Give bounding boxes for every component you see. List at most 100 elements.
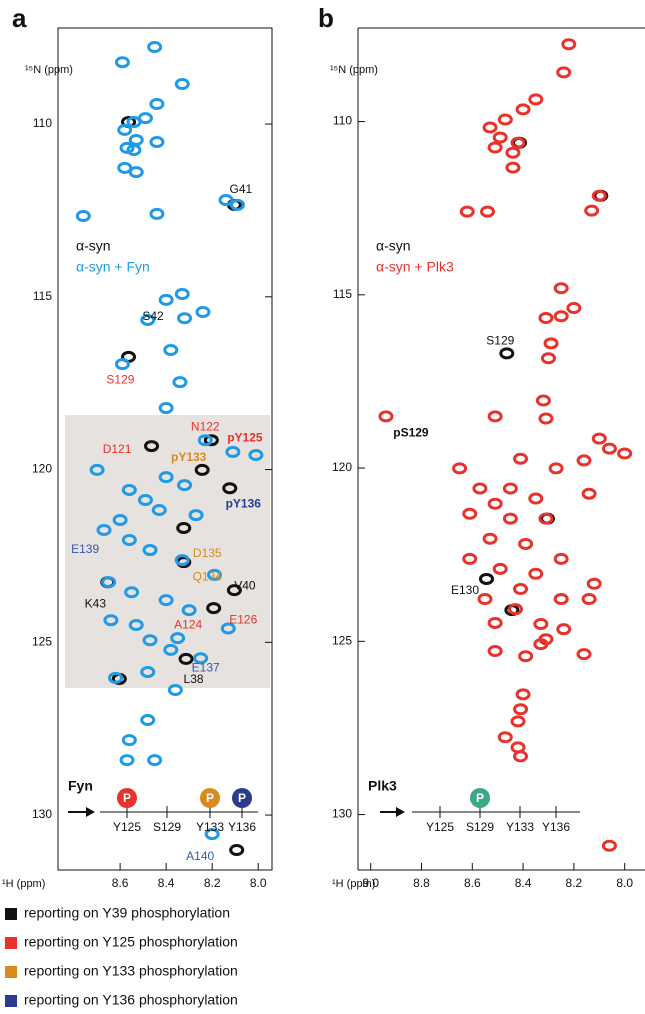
peak [101, 576, 117, 589]
y-tick-label: 110 [333, 114, 352, 128]
peak [193, 652, 209, 665]
peak [114, 358, 130, 371]
peak [229, 198, 245, 211]
peak [462, 552, 478, 565]
peak [177, 479, 193, 492]
peak [142, 634, 158, 647]
peak [553, 552, 569, 565]
peak [144, 440, 160, 453]
peak [548, 462, 564, 475]
peak [158, 471, 174, 484]
peak [507, 603, 523, 616]
peak [203, 434, 219, 447]
x-axis-label: ¹H (ppm) [2, 878, 45, 890]
peak [556, 66, 572, 79]
peak-label: pY136 [226, 496, 262, 510]
peak [140, 714, 156, 727]
peak [128, 133, 144, 146]
peak [142, 544, 158, 557]
peak [117, 161, 133, 174]
peak [499, 347, 515, 360]
peak [584, 204, 600, 217]
peak-label: L38 [184, 672, 204, 686]
key-label: reporting on Y136 phosphorylation [24, 992, 238, 1008]
peak [480, 205, 496, 218]
peak-label: E137 [192, 660, 220, 674]
peak [478, 572, 494, 585]
phospho-mark [117, 788, 137, 808]
peak [487, 410, 503, 423]
peak [459, 205, 475, 218]
peak [513, 703, 529, 716]
peak-label: E139 [71, 542, 99, 556]
peak [510, 715, 526, 728]
peak [147, 754, 163, 767]
peak [158, 293, 174, 306]
peak [538, 312, 554, 325]
peak [248, 449, 264, 462]
panel-letter: b [318, 3, 334, 33]
peak [149, 98, 165, 111]
peak [172, 376, 188, 389]
key-swatch [5, 966, 17, 978]
enzyme-label: Fyn [68, 778, 93, 794]
x-axis-label: ¹H (ppm) [332, 878, 375, 890]
peak [137, 493, 153, 506]
legend-label: α-syn [376, 238, 411, 254]
peak-label: K43 [85, 596, 107, 610]
x-tick-label: 8.6 [112, 876, 129, 890]
peak [112, 514, 128, 527]
peak [487, 645, 503, 658]
peak [119, 141, 135, 154]
peak [226, 584, 242, 597]
phospho-mark [470, 788, 490, 808]
enzyme-label: Plk3 [368, 778, 397, 794]
site-label: Y133 [196, 820, 224, 834]
peak [528, 492, 544, 505]
peak [167, 683, 183, 696]
peak [497, 113, 513, 126]
peak [601, 442, 617, 455]
key-label: reporting on Y39 phosphorylation [24, 905, 230, 921]
peak [513, 582, 529, 595]
peak [540, 352, 556, 365]
peak [566, 301, 582, 314]
peak-label: pY125 [227, 430, 263, 444]
key-label: reporting on Y133 phosphorylation [24, 963, 238, 979]
y-tick-label: 110 [33, 116, 52, 130]
peak-label: D135 [193, 546, 222, 560]
peak [174, 77, 190, 90]
peak [126, 143, 142, 156]
peak [128, 166, 144, 179]
peak [505, 161, 521, 174]
peak [487, 497, 503, 510]
peak [586, 577, 602, 590]
peak [510, 136, 526, 149]
peak [535, 394, 551, 407]
peak [170, 632, 186, 645]
peak [518, 650, 534, 663]
site-label: Y125 [113, 820, 141, 834]
key-swatch [5, 937, 17, 949]
peak [538, 512, 554, 525]
peak [177, 312, 193, 325]
peak [591, 189, 607, 202]
peak-label: pY133 [171, 450, 207, 464]
key-swatch [5, 908, 17, 920]
peak [497, 731, 513, 744]
peak [158, 594, 174, 607]
peak-label: S42 [142, 309, 164, 323]
site-label: Y136 [228, 820, 256, 834]
y-axis-label: ¹⁵N (ppm) [25, 64, 73, 76]
peak [553, 593, 569, 606]
peak [96, 524, 112, 537]
peak [502, 512, 518, 525]
peak [218, 194, 234, 207]
peak-label: A140 [186, 849, 214, 863]
x-tick-label: 8.0 [616, 876, 633, 890]
peak [181, 604, 197, 617]
peak-label: pS129 [393, 426, 429, 440]
peak [581, 593, 597, 606]
